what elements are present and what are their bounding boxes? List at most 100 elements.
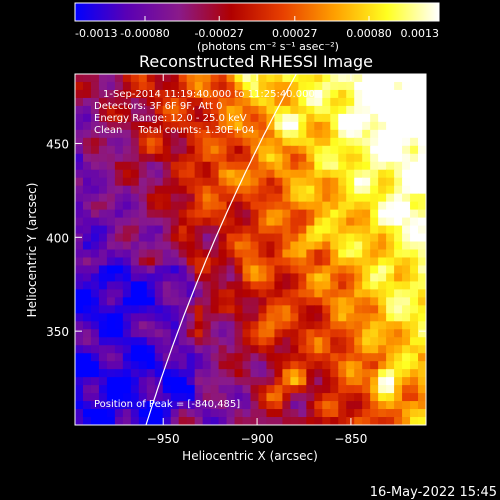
- heatmap-cell: [218, 345, 228, 354]
- heatmap-cell: [106, 121, 116, 131]
- heatmap-cell: [170, 409, 180, 418]
- heatmap-cell: [378, 89, 387, 99]
- heatmap-cell: [418, 337, 426, 346]
- heatmap-cell: [378, 217, 387, 227]
- heatmap-cell: [122, 377, 132, 386]
- heatmap-cell: [266, 97, 276, 107]
- heatmap-cell: [90, 313, 100, 322]
- heatmap-cell: [322, 321, 331, 330]
- heatmap-cell: [218, 241, 228, 251]
- heatmap-cell: [298, 409, 307, 418]
- heatmap-cell: [330, 153, 339, 163]
- heatmap-cell: [250, 97, 260, 107]
- heatmap-cell: [90, 281, 100, 290]
- heatmap-cell: [402, 289, 411, 298]
- heatmap-cell: [354, 265, 363, 275]
- heatmap-cell: [178, 177, 188, 187]
- heatmap-cell: [234, 377, 244, 386]
- heatmap-cell: [330, 401, 339, 410]
- heatmap-cell: [378, 121, 387, 131]
- heatmap-cell: [202, 345, 212, 354]
- heatmap-cell: [410, 361, 419, 370]
- heatmap-cell: [234, 305, 244, 314]
- heatmap-cell: [178, 241, 188, 251]
- heatmap-cell: [242, 201, 252, 211]
- heatmap-cell: [394, 113, 403, 123]
- heatmap-cell: [234, 201, 244, 211]
- heatmap-cell: [210, 257, 220, 267]
- heatmap-cell: [218, 321, 228, 330]
- heatmap-cell: [410, 257, 419, 267]
- heatmap-cell: [202, 361, 212, 370]
- heatmap-cell: [75, 225, 84, 235]
- heatmap-cell: [306, 185, 315, 195]
- heatmap-cell: [218, 97, 228, 107]
- heatmap-cell: [338, 81, 347, 91]
- heatmap-cell: [362, 289, 371, 298]
- heatmap-cell: [306, 201, 315, 211]
- heatmap-cell: [242, 289, 252, 298]
- heatmap-cell: [90, 74, 100, 83]
- heatmap-cell: [90, 361, 100, 370]
- heatmap-cell: [114, 121, 124, 131]
- heatmap-cell: [122, 345, 132, 354]
- heatmap-cell: [82, 305, 92, 314]
- heatmap-cell: [394, 401, 403, 410]
- heatmap-cell: [242, 233, 252, 243]
- heatmap-cell: [170, 161, 180, 171]
- heatmap-cell: [194, 81, 204, 91]
- heatmap-cell: [418, 313, 426, 322]
- x-axis-tick-label: −950: [147, 432, 180, 446]
- heatmap-cell: [394, 161, 403, 171]
- heatmap-cell: [362, 169, 371, 179]
- heatmap-cell: [210, 321, 220, 330]
- heatmap-cell: [98, 209, 108, 219]
- heatmap-cell: [394, 225, 403, 235]
- heatmap-cell: [146, 401, 156, 410]
- heatmap-cell: [114, 137, 124, 147]
- heatmap-cell: [234, 113, 244, 123]
- heatmap-cell: [194, 265, 204, 275]
- heatmap-cell: [98, 297, 108, 306]
- heatmap-cell: [114, 329, 124, 338]
- heatmap-cell: [314, 201, 323, 211]
- heatmap-cell: [186, 409, 196, 418]
- heatmap-cell: [178, 409, 188, 418]
- heatmap-cell: [370, 377, 379, 386]
- heatmap-cell: [82, 74, 92, 83]
- heatmap-cell: [234, 193, 244, 203]
- heatmap-cell: [354, 345, 363, 354]
- heatmap-cell: [354, 145, 363, 155]
- heatmap-cell: [138, 329, 148, 338]
- heatmap-cell: [338, 185, 347, 195]
- heatmap-cell: [114, 105, 124, 115]
- heatmap-cell: [210, 137, 220, 147]
- heatmap-cell: [274, 105, 284, 115]
- heatmap-cell: [178, 169, 188, 179]
- heatmap-cell: [210, 201, 220, 211]
- heatmap-cell: [250, 153, 260, 163]
- heatmap-cell: [90, 321, 100, 330]
- heatmap-cell: [418, 393, 426, 402]
- heatmap-cell: [162, 273, 172, 283]
- heatmap-cell: [98, 225, 108, 235]
- heatmap-cell: [362, 249, 371, 259]
- heatmap-cell: [146, 281, 156, 290]
- heatmap-cell: [402, 201, 411, 211]
- heatmap-cell: [322, 297, 331, 306]
- heatmap-cell: [274, 177, 284, 187]
- heatmap-cell: [354, 377, 363, 386]
- heatmap-cell: [154, 249, 164, 259]
- heatmap-cell: [210, 329, 220, 338]
- heatmap-cell: [130, 281, 140, 290]
- heatmap-cell: [226, 241, 236, 251]
- heatmap-cell: [218, 89, 228, 99]
- date-stamp: 16-May-2022 15:45: [370, 485, 497, 500]
- heatmap-cell: [282, 273, 291, 283]
- x-axis-tick-label: −900: [241, 432, 274, 446]
- heatmap-cell: [106, 329, 116, 338]
- heatmap-cell: [202, 265, 212, 275]
- heatmap-cell: [226, 185, 236, 195]
- heatmap-cell: [210, 74, 220, 83]
- heatmap-cell: [354, 233, 363, 243]
